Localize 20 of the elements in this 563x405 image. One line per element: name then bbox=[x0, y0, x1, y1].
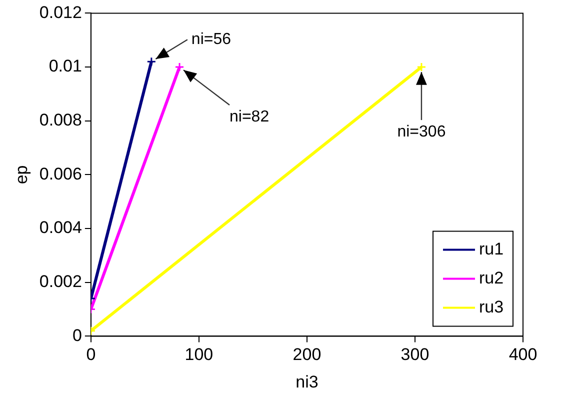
x-axis-title: ni3 bbox=[296, 372, 318, 392]
annotation: ni=56 bbox=[191, 31, 232, 48]
y-tick-label: 0.01 bbox=[48, 56, 82, 76]
y-tick-label: 0 bbox=[72, 326, 82, 345]
y-tick-label: 0.008 bbox=[39, 110, 82, 130]
legend-label: ru1 bbox=[479, 239, 504, 258]
x-tick-label: 200 bbox=[292, 345, 322, 364]
legend-label: ru2 bbox=[479, 268, 504, 288]
x-tick-label: 100 bbox=[184, 345, 214, 364]
x-tick-label: 300 bbox=[400, 345, 430, 364]
x-tick-label: 400 bbox=[508, 345, 538, 364]
y-tick-label: 0.002 bbox=[39, 272, 82, 292]
annotation: ni=82 bbox=[230, 108, 270, 126]
annotation: ni=306 bbox=[397, 123, 446, 140]
y-tick-label: 0.006 bbox=[39, 164, 82, 184]
y-tick-label: 0.004 bbox=[39, 218, 82, 238]
legend-label: ru3 bbox=[479, 297, 504, 316]
y-tick-label: 0.012 bbox=[39, 2, 82, 22]
y-axis-title: ep bbox=[12, 165, 31, 184]
x-tick-label: 0 bbox=[86, 345, 96, 364]
